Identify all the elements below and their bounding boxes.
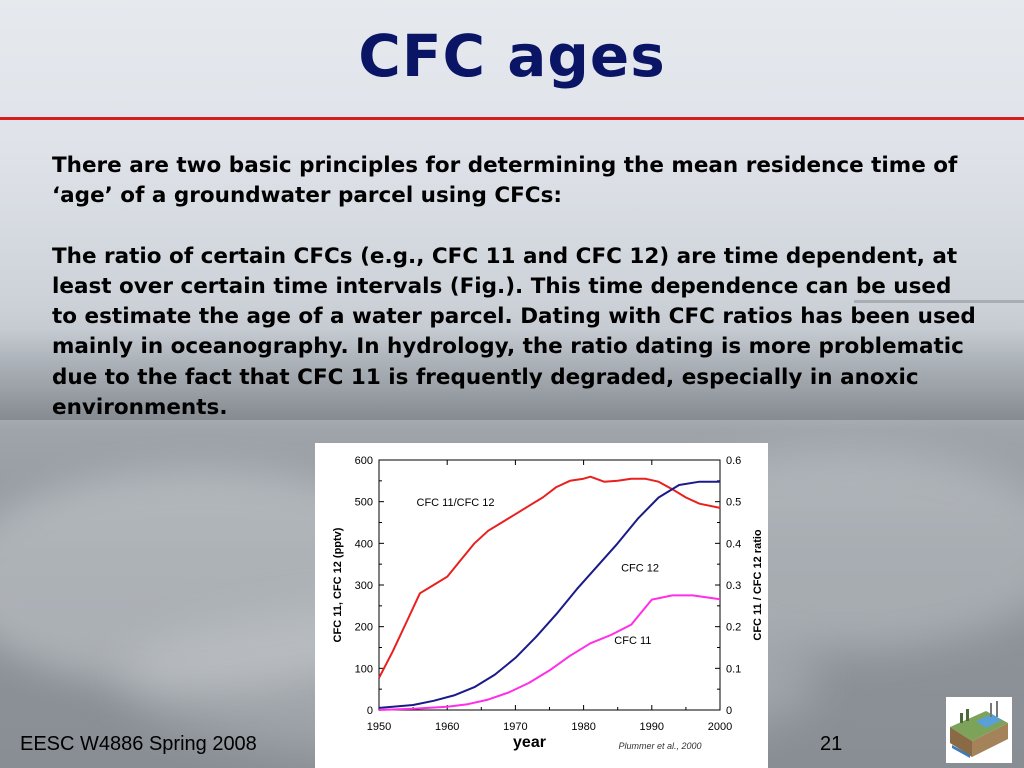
y-tick-label: 0 (367, 705, 373, 717)
y-tick-label: 600 (355, 455, 373, 467)
y2-tick-label: 0 (726, 705, 732, 717)
y-tick-label: 100 (355, 663, 373, 675)
slide-title: CFC ages (358, 22, 666, 90)
x-tick-label: 1990 (640, 721, 664, 733)
y2-axis-label: CFC 11 / CFC 12 ratio (752, 529, 764, 641)
source-credit: Plummer et al., 2000 (618, 741, 701, 751)
title-divider (0, 117, 1024, 120)
y-tick-label: 300 (355, 580, 373, 592)
series-annotation: CFC 11/CFC 12 (417, 497, 495, 509)
x-tick-label: 1960 (435, 721, 459, 733)
y2-tick-label: 0.6 (726, 455, 741, 467)
y2-tick-label: 0.3 (726, 580, 741, 592)
y2-tick-label: 0.1 (726, 663, 741, 675)
x-tick-label: 1950 (367, 721, 391, 733)
y2-tick-label: 0.5 (726, 497, 741, 509)
logo-graphic (950, 701, 1008, 758)
series-cfc-12 (378, 480, 720, 709)
course-footer: EESC W4886 Spring 2008 (20, 733, 257, 755)
x-axis-label: year (513, 734, 546, 751)
cfc-chart: 1950 1960 1970 1980 1990 2000 0 100 200 300 400 500… (315, 443, 768, 768)
bridge-silhouette (854, 300, 1024, 383)
chart-svg: 1950 1960 1970 1980 1990 2000 0 100 200 300 400 500… (332, 455, 764, 751)
paragraph-ratio-dating: The ratio of certain CFCs (e.g., CFC 11 … (52, 243, 976, 421)
paragraph-principles: There are two basic principles for deter… (52, 153, 958, 209)
y-tick-label: 400 (355, 538, 373, 550)
landscape-diagram-icon (946, 697, 1012, 763)
series-cfc-11-cfc-12 (378, 475, 721, 679)
y-tick-label: 200 (355, 622, 373, 634)
x-tick-label: 1970 (503, 721, 527, 733)
series-cfc-11 (378, 594, 721, 711)
x-tick-label: 1980 (571, 721, 595, 733)
series-annotation: CFC 12 (621, 563, 659, 575)
y2-tick-label: 0.2 (726, 622, 741, 634)
page-number: 21 (820, 733, 843, 755)
slide-body: There are two basic principles for deter… (52, 151, 982, 423)
x-tick-label: 2000 (708, 721, 732, 733)
y-tick-label: 500 (355, 497, 373, 509)
y2-tick-label: 0.4 (726, 538, 741, 550)
series-annotation: CFC 11 (614, 635, 651, 647)
shoreline (0, 330, 1024, 420)
y-axis-label: CFC 11, CFC 12 (pptv) (332, 527, 344, 642)
